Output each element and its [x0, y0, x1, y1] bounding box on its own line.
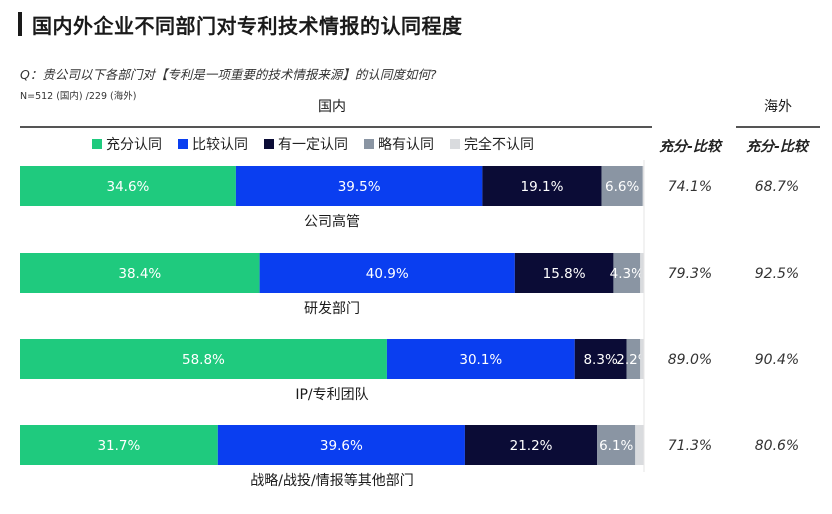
survey-question: Q：贵公司以下各部门对【专利是一项重要的技术情报来源】的认同度如何? [20, 67, 437, 82]
legend-label: 有一定认同 [278, 137, 348, 153]
legend-item: 略有认同 [364, 134, 434, 154]
segment-value-label: 4.3% [610, 266, 644, 282]
segment-value-label: 6.1% [599, 438, 633, 454]
bar-segment [635, 425, 644, 465]
title-accent-bar [18, 12, 22, 36]
bar-segment [601, 166, 643, 206]
bar-segment [640, 253, 644, 293]
segment-value-label: 30.1% [459, 352, 502, 368]
bar-segment [235, 166, 483, 206]
legend-label: 充分认同 [106, 137, 162, 153]
domestic-column-header: 国内 [318, 99, 346, 115]
bar-segment [20, 425, 218, 465]
segment-value-label: 31.7% [97, 438, 140, 454]
overseas-metric-header: 充分-比较 [746, 139, 808, 155]
bar-segment [597, 425, 636, 465]
bar-segment [20, 253, 260, 293]
overseas-metric-value: 68.7% [755, 179, 799, 195]
bar-segment [20, 339, 387, 379]
legend-item: 有一定认同 [264, 134, 348, 154]
overseas-metric-value: 80.6% [755, 438, 799, 454]
legend-swatch [92, 139, 102, 149]
legend-swatch [178, 139, 188, 149]
segment-value-label: 6.6% [605, 179, 639, 195]
segment-value-label: 19.1% [521, 179, 564, 195]
legend-label: 比较认同 [192, 137, 248, 153]
segment-value-label: 38.4% [118, 266, 161, 282]
segment-value-label: 34.6% [107, 179, 150, 195]
segment-value-label: 58.8% [182, 352, 225, 368]
bar-segment [642, 166, 644, 206]
bar-segment [514, 253, 614, 293]
overseas-metric-value: 92.5% [755, 266, 799, 282]
bar-segment [574, 339, 627, 379]
category-label: 公司高管 [304, 213, 360, 230]
bar-segment [482, 166, 602, 206]
segment-value-label: 39.6% [320, 438, 363, 454]
chart-legend: 充分认同 比较认同 有一定认同 略有认同 完全不认同 [92, 134, 550, 154]
bar-segment [613, 253, 641, 293]
bar-segment [464, 425, 598, 465]
legend-label: 略有认同 [378, 137, 434, 153]
chart-title: 国内外企业不同部门对专利技术情报的认同程度 [32, 14, 463, 38]
domestic-metric-value: 89.0% [668, 352, 712, 368]
segment-value-label: 21.2% [510, 438, 553, 454]
legend-item: 充分认同 [92, 134, 162, 154]
bar-segment [626, 339, 641, 379]
bar-segment [217, 425, 465, 465]
segment-value-label: 8.3% [583, 352, 617, 368]
domestic-header-rule [20, 126, 652, 128]
bar-segment [640, 339, 644, 379]
segment-value-label: 40.9% [366, 266, 409, 282]
domestic-metric-value: 74.1% [668, 179, 712, 195]
overseas-header-rule [736, 126, 820, 128]
domestic-metric-value: 71.3% [668, 438, 712, 454]
segment-value-label: 39.5% [338, 179, 381, 195]
category-label: IP/专利团队 [295, 387, 368, 403]
segment-value-label: 15.8% [543, 266, 586, 282]
category-label: 战略/战投/情报等其他部门 [250, 472, 413, 489]
sample-size-note: N=512 (国内) /229 (海外) [20, 91, 137, 102]
legend-label: 完全不认同 [464, 137, 534, 153]
bar-segment [386, 339, 575, 379]
overseas-column-header: 海外 [764, 99, 792, 115]
legend-item: 完全不认同 [450, 134, 534, 154]
overseas-metric-value: 90.4% [755, 352, 799, 368]
legend-swatch [364, 139, 374, 149]
domestic-metric-value: 79.3% [668, 266, 712, 282]
legend-swatch [450, 139, 460, 149]
domestic-metric-header: 充分-比较 [659, 139, 721, 155]
segment-value-label: 2.2% [616, 352, 650, 368]
bar-segment [20, 166, 236, 206]
bar-segment [259, 253, 515, 293]
category-label: 研发部门 [304, 301, 360, 317]
legend-swatch [264, 139, 274, 149]
legend-item: 比较认同 [178, 134, 248, 154]
